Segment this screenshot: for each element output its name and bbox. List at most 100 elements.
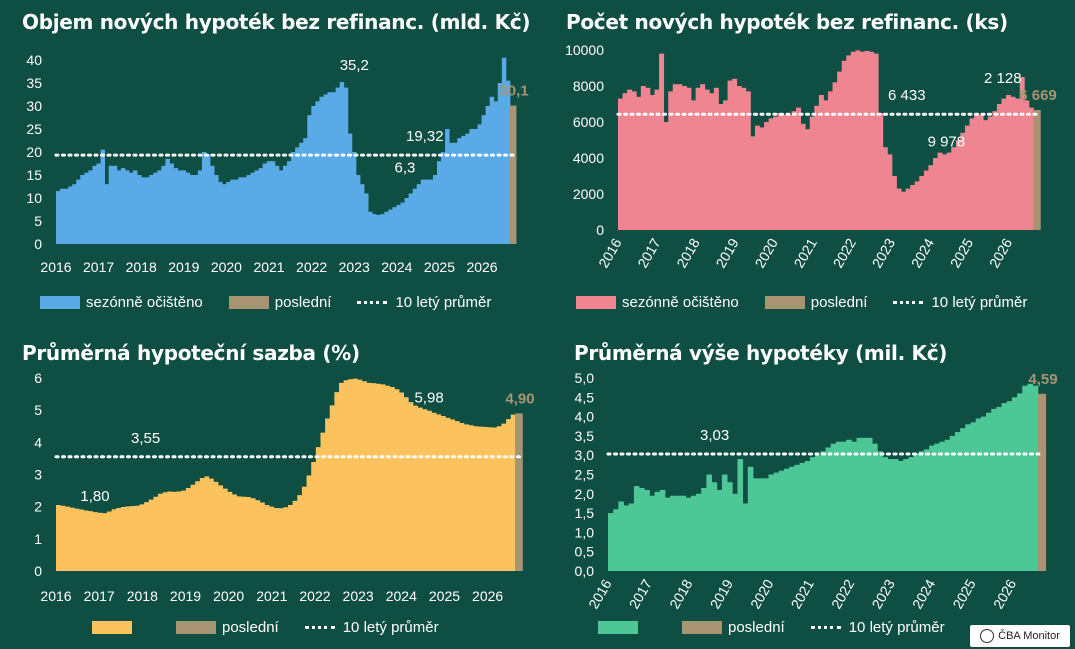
- avg-label: 6 433: [888, 87, 926, 104]
- chart-title: Průměrná hypoteční sazba (%): [22, 341, 360, 365]
- chart-size: 0,0 0,5 1,0 1,5 2,0 2,5 3,0 3,5 4,0 4,5 5,0 3,03 4,5…: [575, 370, 1058, 611]
- series-bar: [613, 509, 619, 571]
- legend: sezónně očištěno poslední 10 letý průměr: [40, 292, 517, 312]
- series-bar: [711, 482, 718, 571]
- series-bar: [505, 80, 511, 244]
- x-tick-label: 2025: [949, 576, 979, 611]
- legend-dots: [304, 625, 335, 629]
- y-tick-label: 4000: [573, 150, 604, 166]
- series-bar: [727, 80, 733, 230]
- series-bar: [404, 198, 410, 244]
- series-bar: [745, 91, 751, 231]
- x-tick-label: 2021: [253, 259, 284, 275]
- chart-panel-volume: Objem nových hypoték bez refinanc. (mld.…: [0, 0, 537, 324]
- series-bar: [108, 165, 114, 244]
- series-bar: [763, 478, 769, 571]
- series-bar: [791, 111, 797, 230]
- y-tick-label: 0: [596, 222, 604, 238]
- series-bar: [732, 493, 738, 571]
- series-bar: [222, 184, 227, 244]
- series-bar: [335, 87, 341, 244]
- series-bar: [861, 437, 868, 571]
- series-bar: [777, 113, 783, 230]
- series-bar: [343, 87, 349, 244]
- series-bar: [473, 129, 478, 244]
- series-bar: [636, 96, 642, 230]
- chart-panel-size: Průměrná výše hypotéky (mil. Kč) 0,0 0,5 1…: [538, 325, 1075, 649]
- series-bar: [954, 432, 961, 571]
- avg-label: 19,32: [406, 128, 444, 145]
- series-bar: [758, 478, 764, 571]
- x-tick-label: 2025: [429, 588, 460, 604]
- brand-logo: ČBA Monitor: [970, 625, 1070, 647]
- series-bar: [1028, 107, 1034, 230]
- x-tick-label: 2024: [386, 588, 417, 604]
- series-bar: [987, 116, 993, 230]
- legend-swatch: [176, 620, 216, 634]
- chart-title: Objem nových hypoték bez refinanc. (mld.…: [22, 10, 531, 34]
- series-bar: [804, 460, 811, 571]
- series-bar: [1001, 98, 1007, 230]
- series-bar: [424, 179, 430, 244]
- series-bar: [372, 214, 377, 244]
- series-bar: [627, 89, 633, 230]
- x-tick-label: 2017: [84, 588, 115, 604]
- legend-label: 10 letý průměr: [848, 618, 945, 636]
- last-bar: [515, 413, 523, 571]
- series-bar: [859, 51, 865, 230]
- series-bar: [622, 93, 628, 230]
- series-bar: [929, 445, 935, 571]
- legend-swatch: [682, 620, 722, 634]
- series-bar: [1022, 385, 1028, 571]
- series-bar: [986, 412, 992, 571]
- y-tick-label: 2000: [573, 186, 604, 202]
- series-bar: [644, 489, 650, 571]
- series-bar: [608, 513, 614, 571]
- y-tick-label: 0: [34, 236, 42, 252]
- series-bar: [201, 152, 207, 244]
- series-bar: [933, 158, 938, 230]
- series-bar: [453, 142, 458, 244]
- series-bar: [835, 441, 842, 571]
- series-bar: [856, 437, 863, 571]
- series-bar: [850, 51, 856, 230]
- series-bar: [919, 176, 925, 230]
- legend-item-series: sezónně očištěno: [576, 294, 739, 311]
- series-bar: [380, 214, 385, 244]
- legend-dots: [357, 300, 388, 304]
- series-bar: [388, 209, 393, 244]
- data-label: 6,3: [395, 160, 416, 177]
- series-bar: [141, 177, 146, 244]
- series-bar: [704, 89, 710, 230]
- series-bar: [465, 133, 470, 244]
- series-bar: [493, 101, 499, 245]
- series-bar: [975, 418, 982, 571]
- legend: poslední 10 letý průměr: [92, 617, 465, 637]
- series-bar: [311, 106, 316, 244]
- series-bar: [675, 495, 681, 571]
- series-bar: [165, 158, 170, 244]
- series-bar: [718, 104, 724, 230]
- series-bar: [905, 188, 911, 230]
- series-bar: [628, 503, 635, 571]
- series-bar: [445, 129, 450, 244]
- series-bar: [709, 93, 715, 230]
- series-bar: [864, 50, 870, 231]
- series-bar: [242, 177, 247, 244]
- y-tick-label: 0,5: [575, 544, 595, 560]
- legend: sezónně očištěno poslední 10 letý průměr: [576, 292, 1053, 312]
- legend-dots: [810, 625, 841, 629]
- series-bar: [485, 106, 491, 244]
- series-bar: [800, 123, 806, 230]
- series-bar: [713, 87, 719, 230]
- series-bar: [1006, 401, 1013, 571]
- series-bar: [408, 193, 414, 244]
- series-bar: [645, 87, 651, 230]
- series-bar: [631, 91, 637, 231]
- series-bar: [649, 95, 655, 230]
- x-tick-label: 2020: [747, 576, 777, 611]
- series-bar: [872, 443, 878, 571]
- series-bar: [736, 86, 742, 230]
- y-tick-label: 3,0: [575, 447, 595, 463]
